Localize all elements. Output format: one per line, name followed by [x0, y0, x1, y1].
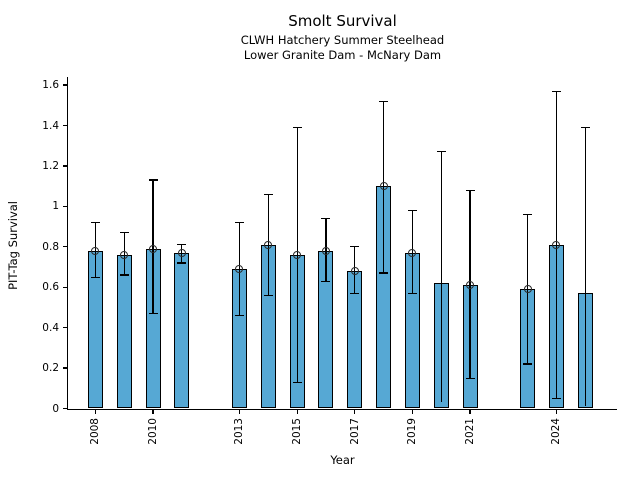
x-tick — [94, 409, 96, 415]
error-cap-high-2014 — [263, 193, 273, 195]
y-tick — [62, 286, 67, 288]
point-marker-2009 — [120, 250, 129, 259]
point-marker-2014 — [264, 240, 273, 249]
x-tick — [469, 409, 471, 415]
point-marker-2017 — [350, 267, 359, 276]
error-cap-high-2010 — [148, 179, 158, 181]
error-line-2020 — [440, 151, 442, 403]
chart-subtitle-line1: CLWH Hatchery Summer Steelhead — [240, 33, 445, 47]
error-cap-high-2015 — [292, 126, 302, 129]
error-cap-low-2019 — [407, 292, 417, 294]
point-marker-2019 — [408, 248, 417, 257]
x-tick-label: 2010 — [144, 418, 162, 464]
error-cap-high-2009 — [119, 232, 129, 234]
x-tick-label-text: 2021 — [464, 417, 477, 445]
point-marker-2015 — [293, 250, 302, 259]
point-marker-2008 — [91, 246, 100, 255]
x-tick — [411, 409, 413, 415]
x-tick-label: 2021 — [461, 418, 479, 464]
y-tick-label: 0.8 — [42, 240, 59, 253]
error-cap-low-2021 — [465, 377, 475, 379]
error-cap-high-2021 — [465, 189, 475, 191]
x-tick-label-text: 2013 — [233, 417, 246, 445]
point-marker-2021 — [466, 281, 475, 290]
x-tick-label-text: 2010 — [147, 417, 160, 445]
error-cap-low-2008 — [90, 276, 100, 278]
x-tick — [238, 409, 241, 415]
x-axis-spine — [66, 408, 617, 410]
error-cap-high-2019 — [407, 209, 417, 211]
y-tick-label: 1.4 — [42, 119, 59, 132]
point-marker-2016 — [321, 246, 330, 255]
x-tick-label-text: 2024 — [550, 417, 563, 445]
x-tick-label-text: 2017 — [348, 417, 361, 445]
x-tick — [296, 409, 298, 415]
error-cap-low-2023 — [523, 363, 533, 365]
error-cap-low-2013 — [234, 314, 244, 317]
chart-subtitle-line2: Lower Granite Dam - McNary Dam — [243, 48, 442, 62]
x-tick-label: 2017 — [346, 418, 364, 464]
x-tick — [354, 409, 356, 415]
error-cap-low-2011 — [177, 262, 187, 264]
error-cap-high-2008 — [90, 221, 100, 224]
x-tick-label: 2013 — [230, 418, 248, 464]
point-marker-2013 — [235, 265, 244, 274]
y-tick — [62, 246, 67, 248]
bar-2009 — [116, 254, 132, 409]
point-marker-2018 — [379, 182, 388, 191]
error-cap-high-2017 — [350, 246, 360, 248]
y-tick-label: 0 — [52, 402, 59, 415]
error-cap-high-2024 — [551, 90, 561, 92]
error-cap-low-2018 — [379, 272, 389, 274]
y-tick — [62, 124, 67, 127]
x-tick-label-text: 2019 — [406, 417, 419, 445]
y-tick-label: 1.2 — [42, 159, 59, 172]
error-cap-low-2010 — [148, 312, 158, 315]
error-cap-low-2017 — [350, 292, 360, 294]
error-cap-low-2014 — [263, 294, 273, 296]
y-tick — [62, 165, 67, 167]
point-marker-2023 — [523, 285, 532, 294]
x-tick-label-text: 2015 — [291, 417, 304, 445]
error-cap-high-2020 — [436, 151, 446, 153]
point-marker-2010 — [149, 244, 158, 253]
x-axis-label: Year — [330, 453, 355, 467]
y-tick-label: 1 — [52, 200, 59, 213]
y-tick — [62, 205, 67, 207]
x-tick-label: 2024 — [547, 418, 565, 464]
x-tick-label: 2019 — [403, 418, 421, 464]
point-marker-2024 — [552, 240, 561, 249]
x-tick — [152, 409, 154, 415]
x-tick — [555, 409, 558, 415]
error-cap-high-2018 — [379, 100, 389, 102]
error-line-2025 — [584, 127, 586, 407]
error-cap-high-2023 — [523, 213, 533, 216]
bar-2011 — [174, 252, 190, 409]
x-tick-label-text: 2008 — [89, 417, 102, 445]
y-tick-label: 0.4 — [42, 321, 59, 334]
error-cap-low-2016 — [321, 280, 331, 282]
x-tick-label: 2015 — [288, 418, 306, 464]
y-tick-label: 0.2 — [42, 362, 59, 375]
y-tick — [62, 367, 67, 369]
error-cap-high-2011 — [177, 244, 187, 246]
error-cap-high-2025 — [580, 126, 590, 129]
y-tick — [62, 327, 67, 329]
point-marker-2011 — [177, 248, 186, 257]
error-cap-low-2009 — [119, 274, 129, 276]
y-tick-label: 0.6 — [42, 281, 59, 294]
error-cap-low-2015 — [292, 381, 302, 383]
y-tick — [62, 84, 67, 86]
x-tick-label: 2008 — [86, 418, 104, 464]
error-cap-high-2013 — [234, 221, 244, 224]
y-axis-spine — [66, 77, 68, 410]
y-tick — [62, 407, 67, 410]
y-tick-label: 1.6 — [42, 79, 59, 92]
chart-title: Smolt Survival — [288, 12, 397, 30]
error-cap-low-2024 — [551, 397, 561, 399]
error-cap-high-2016 — [321, 217, 331, 220]
